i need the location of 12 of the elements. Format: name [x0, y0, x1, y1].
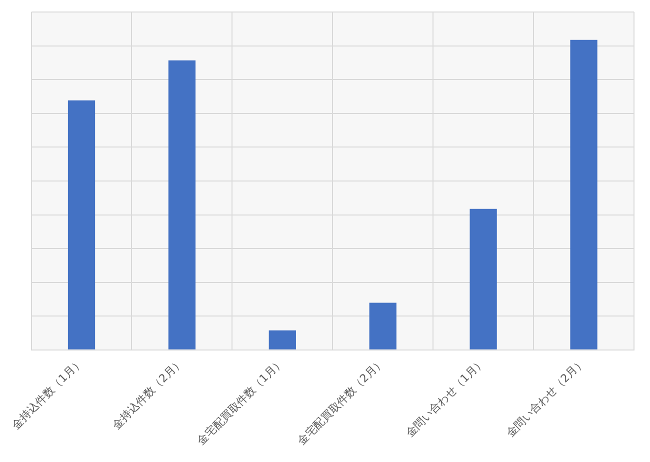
bar [268, 330, 296, 350]
x-tick-label: 金問い合わせ（2月） [504, 356, 588, 440]
x-tick-label: 金宅配買取件数（2月） [295, 356, 388, 448]
bar [470, 208, 497, 350]
bar [68, 100, 96, 350]
x-tick-label: 金持込件数（2月） [110, 356, 186, 432]
x-tick-label: 金問い合わせ（1月） [403, 356, 488, 440]
bar [570, 40, 598, 350]
bar [369, 302, 396, 350]
x-tick-label: 金持込件数（1月） [9, 356, 86, 432]
bar [168, 60, 196, 350]
x-tick-label: 金宅配買取件数（1月） [194, 356, 287, 448]
